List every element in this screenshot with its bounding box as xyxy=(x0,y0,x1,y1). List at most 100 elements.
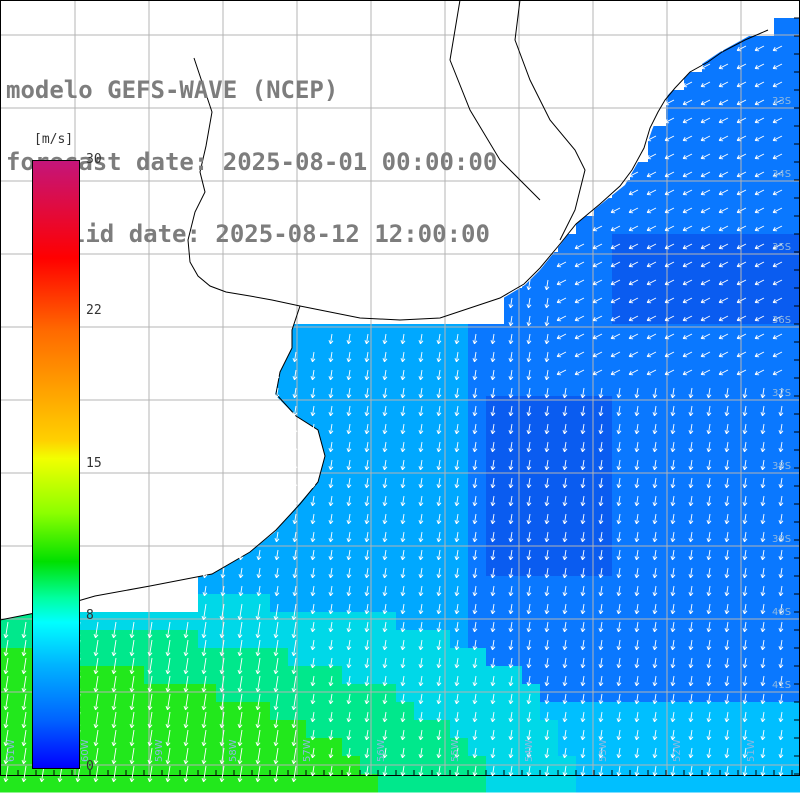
wind-arrow xyxy=(598,405,604,417)
wind-speed-cell xyxy=(126,702,145,721)
wind-speed-cell xyxy=(486,504,505,523)
wind-arrow xyxy=(310,495,316,507)
wind-arrow xyxy=(436,693,442,705)
wind-arrow xyxy=(628,225,639,232)
wind-speed-cell xyxy=(720,342,739,361)
wind-speed-cell xyxy=(594,504,613,523)
wind-arrow xyxy=(292,459,298,471)
wind-arrow xyxy=(400,513,406,525)
wind-arrow xyxy=(201,693,207,711)
wind-speed-cell xyxy=(504,540,523,559)
wind-speed-cell xyxy=(756,36,775,55)
wind-speed-cell xyxy=(576,666,595,685)
wind-arrow xyxy=(634,513,640,525)
wind-speed-cell xyxy=(450,720,469,739)
wind-arrow xyxy=(165,639,171,657)
wind-arrow xyxy=(274,423,280,435)
wind-speed-cell xyxy=(486,540,505,559)
colorbar-unit: [m/s] xyxy=(34,132,74,147)
wind-speed-cell xyxy=(702,126,721,145)
wind-arrow xyxy=(634,729,640,741)
wind-speed-cell xyxy=(342,630,361,649)
wind-speed-cell xyxy=(432,486,451,505)
wind-arrow xyxy=(21,675,27,693)
wind-speed-cell xyxy=(702,306,721,325)
wind-speed-cell xyxy=(774,702,793,721)
wind-arrow xyxy=(664,333,675,340)
wind-arrow xyxy=(634,477,640,489)
wind-arrow xyxy=(736,153,747,160)
wind-speed-cell xyxy=(468,522,487,541)
wind-speed-cell xyxy=(432,450,451,469)
wind-speed-cell xyxy=(522,468,541,487)
wind-arrow xyxy=(201,711,207,729)
wind-arrow xyxy=(436,441,442,453)
wind-speed-cell xyxy=(756,270,775,289)
wind-speed-cell xyxy=(702,486,721,505)
wind-speed-cell xyxy=(486,666,505,685)
wind-speed-cell xyxy=(702,288,721,307)
wind-speed-cell xyxy=(162,720,181,739)
wind-arrow xyxy=(490,459,496,471)
wind-arrow xyxy=(454,387,460,399)
wind-arrow xyxy=(526,675,532,687)
wind-arrow xyxy=(700,369,711,376)
wind-speed-cell xyxy=(198,576,217,595)
wind-speed-cell xyxy=(468,432,487,451)
wind-arrow xyxy=(580,639,586,651)
wind-speed-cell xyxy=(198,720,217,739)
wind-arrow xyxy=(310,711,316,723)
wind-arrow xyxy=(274,459,280,471)
wind-speed-cell xyxy=(450,360,469,379)
wind-arrow xyxy=(598,639,604,651)
wind-arrow xyxy=(616,423,622,435)
wind-arrow xyxy=(418,369,424,381)
wind-arrow xyxy=(328,765,334,777)
wind-arrow xyxy=(778,477,784,489)
wind-speed-cell xyxy=(630,180,649,199)
wind-speed-cell xyxy=(450,450,469,469)
wind-speed-cell xyxy=(486,774,505,793)
wind-arrow xyxy=(400,441,406,453)
wind-speed-cell xyxy=(738,72,757,91)
wind-arrow xyxy=(580,549,586,561)
wind-arrow xyxy=(129,711,135,729)
wind-arrow xyxy=(147,639,153,657)
wind-speed-cell xyxy=(486,486,505,505)
wind-speed-cell xyxy=(522,486,541,505)
wind-arrow xyxy=(346,351,352,363)
wind-speed-cell xyxy=(576,468,595,487)
wind-arrow xyxy=(418,549,424,561)
wind-arrow xyxy=(652,513,658,525)
wind-arrow xyxy=(328,459,334,471)
wind-arrow xyxy=(147,729,153,747)
wind-arrow xyxy=(652,441,658,453)
wind-arrow xyxy=(93,747,99,765)
wind-vectors xyxy=(3,45,784,783)
wind-speed-cell xyxy=(504,666,523,685)
wind-speed-cell xyxy=(666,540,685,559)
wind-speed-cell xyxy=(558,378,577,397)
wind-speed-cell xyxy=(504,774,523,793)
wind-arrow xyxy=(526,351,532,363)
wind-arrow xyxy=(436,765,442,777)
wind-arrow xyxy=(490,477,496,489)
wind-speed-cell xyxy=(252,648,271,667)
wind-arrow xyxy=(418,729,424,741)
longitude-label: 51W xyxy=(746,739,757,762)
wind-speed-cell xyxy=(774,306,793,325)
wind-arrow xyxy=(670,459,676,471)
wind-arrow xyxy=(526,621,532,633)
wind-arrow xyxy=(544,477,550,489)
wind-speed-cell xyxy=(738,342,757,361)
wind-arrow xyxy=(400,423,406,435)
wind-speed-cell xyxy=(756,504,775,523)
wind-speed-cell xyxy=(594,630,613,649)
wind-speed-cell xyxy=(252,684,271,703)
colorbar-tick-8: 8 xyxy=(86,608,94,623)
wind-arrow xyxy=(310,369,316,381)
wind-speed-cell xyxy=(792,702,800,721)
wind-arrow xyxy=(255,747,261,765)
wind-speed-cell xyxy=(738,360,757,379)
wind-arrow xyxy=(580,693,586,705)
